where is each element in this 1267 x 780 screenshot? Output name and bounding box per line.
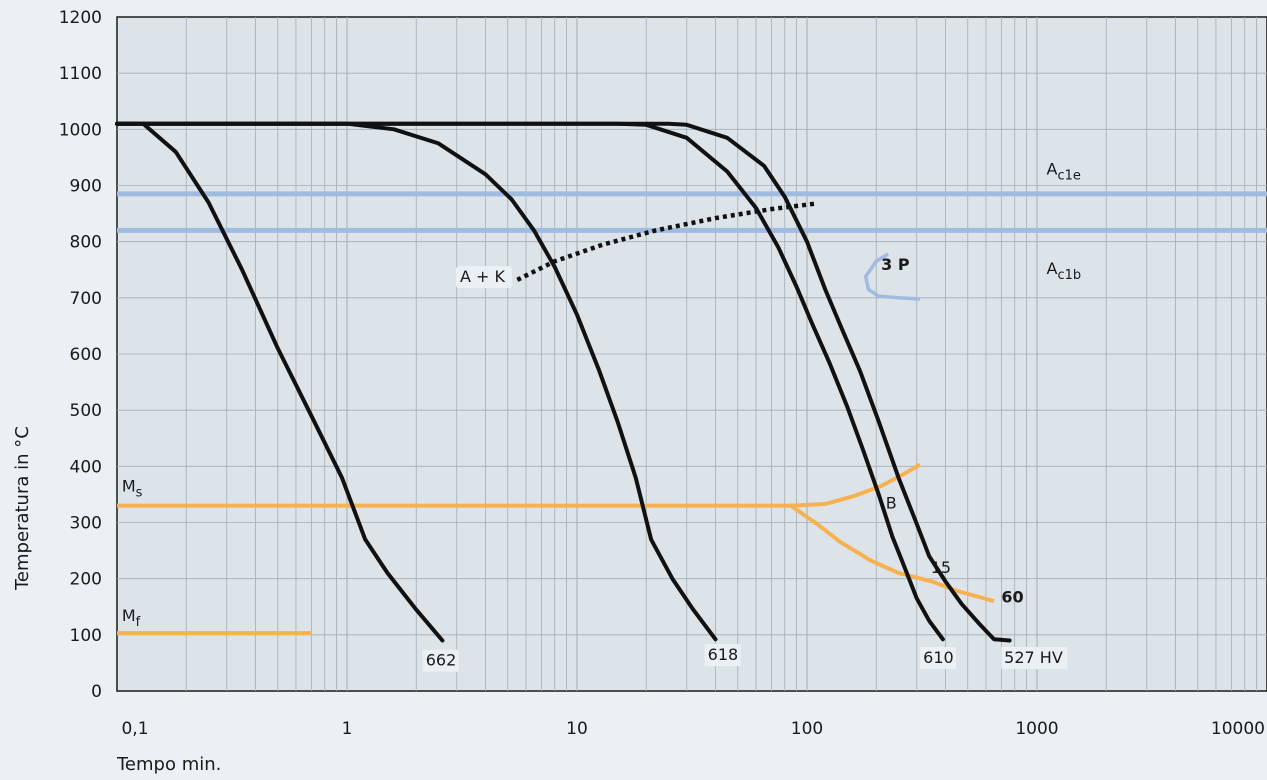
cooling-curve-hardness-label: 527 HV (1004, 648, 1063, 667)
cooling-curve-hardness-label: 618 (708, 645, 739, 664)
critical-temperature-lines: Ac1e Ac1b (117, 159, 1267, 283)
y-tick-label: 100 (70, 626, 102, 646)
bainite-start-curve (790, 462, 922, 508)
y-tick-label: 200 (70, 570, 102, 590)
critical-temperature-label: Ac1e (1047, 159, 1081, 183)
curve-label-background (704, 644, 741, 667)
cooling-curve-hardness-label: 662 (426, 651, 457, 670)
curve-label-background (920, 646, 957, 669)
pearlite-curve (863, 252, 921, 301)
y-tick-label: 400 (70, 457, 102, 477)
mf-label: Mf (122, 606, 141, 630)
carbide-dissolution-curve (516, 201, 817, 282)
cooling-curve (115, 121, 718, 642)
ak-label-background (456, 266, 513, 289)
y-tick-labels: 0 100 200 300 400 500 600 700 800 900 1000 1100 1200 (59, 8, 102, 702)
curve-label-background (1001, 646, 1068, 669)
bainite-60-label: 60 (1001, 587, 1023, 606)
x-tick-label: 10000 (1211, 719, 1265, 739)
cooling-curves (115, 121, 1012, 643)
y-tick-label: 300 (70, 514, 102, 534)
critical-temperature-label: Ac1b (1047, 259, 1082, 283)
x-tick-labels: 0,1 1 10 100 1000 10000 (121, 719, 1265, 739)
ms-label: Ms (122, 477, 143, 501)
y-tick-label: 500 (70, 401, 102, 421)
y-tick-label: 900 (70, 177, 102, 197)
x-tick-label: 0,1 (121, 719, 148, 739)
ak-label: A + K (460, 267, 506, 286)
y-tick-label: 1000 (59, 120, 102, 140)
y-tick-label: 0 (91, 682, 102, 702)
x-tick-label: 1000 (1015, 719, 1058, 739)
bainite-label: B (886, 493, 897, 512)
cooling-curve (115, 121, 1012, 643)
x-axis-title: Tempo min. (116, 754, 221, 775)
pearlite-label: 3 P (881, 255, 910, 274)
curve-label-background (422, 649, 459, 672)
curve-labels: 662 618 610 527 HV A + K (422, 266, 1068, 672)
y-tick-label: 1100 (59, 64, 102, 84)
y-tick-label: 1200 (59, 8, 102, 28)
grid (117, 17, 1267, 691)
cooling-curve (115, 121, 445, 643)
y-tick-label: 700 (70, 289, 102, 309)
x-tick-label: 10 (566, 719, 588, 739)
x-tick-label: 1 (342, 719, 353, 739)
y-tick-label: 600 (70, 345, 102, 365)
cooling-curve-hardness-label: 610 (923, 648, 954, 667)
cooling-curve (115, 121, 945, 642)
y-tick-label: 800 (70, 233, 102, 253)
x-tick-label: 100 (791, 719, 823, 739)
y-axis-title: Temperatura in °C (12, 426, 33, 591)
